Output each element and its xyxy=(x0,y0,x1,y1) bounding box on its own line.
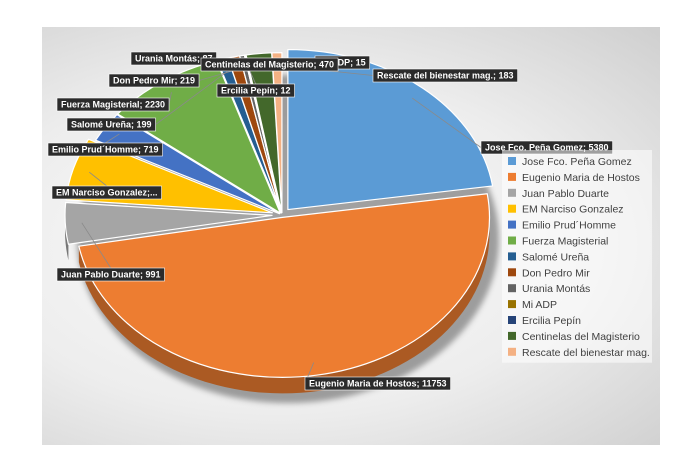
legend-swatch-jose-fco-pena-gomez xyxy=(508,157,516,165)
leader-line-juan-pablo-duarte xyxy=(81,222,112,269)
legend-swatch-juan-pablo-duarte xyxy=(508,188,516,197)
leader-line-fuerza-magisterial xyxy=(168,92,172,105)
legend-swatch-ercilia-pepin xyxy=(508,316,516,324)
legend-swatch-centinelas-del-magisterio xyxy=(508,331,516,340)
leader-line-emilio-prud-homme xyxy=(105,133,120,144)
legend-label-juan-pablo-duarte: Juan Pablo Duarte xyxy=(522,188,609,200)
data-label-jose-fco-pena-gomez: Jose Fco. Peña Gomez; 5380 xyxy=(485,143,609,153)
legend: Jose Fco. Peña Gomez Eugenio Maria de Hos… xyxy=(502,150,652,363)
legend-label-jose-fco-pena-gomez: Jose Fco. Peña Gomez xyxy=(522,156,632,168)
legend-label-emilio-prud-homme: Emilio Prud´Homme xyxy=(522,220,616,232)
data-label-box-eugenio-maria-de-hostos xyxy=(304,376,451,391)
legend-label-eugenio-maria-de-hostos: Eugenio Maria de Hostos xyxy=(522,172,640,184)
legend-swatch-urania-montas xyxy=(508,284,516,293)
legend-swatch-emilio-prud-homme xyxy=(508,220,516,229)
data-label-box-salome-urena xyxy=(66,117,156,132)
legend-label-don-pedro-mir: Don Pedro Mir xyxy=(522,267,590,279)
data-labels: Jose Fco. Peña Gomez; 5380 Eugenio Maria … xyxy=(47,51,613,391)
legend-box xyxy=(502,150,652,363)
legend-swatch-rescate-del-bienestar-mag xyxy=(508,347,516,356)
data-label-box-em-narciso-gonzalez xyxy=(51,185,162,200)
legend-label-ercilia-pepin: Ercilia Pepín xyxy=(522,315,581,327)
legend-swatch-mi-adp xyxy=(508,300,516,309)
data-label-box-ercilia-pepin xyxy=(216,83,295,98)
data-label-eugenio-maria-de-hostos: Eugenio Maria de Hostos; 11753 xyxy=(309,379,447,389)
data-label-box-juan-pablo-duarte xyxy=(56,267,165,282)
data-label-box-rescate-del-bienestar-mag xyxy=(372,68,518,83)
slice-eugenio-maria-de-hostos xyxy=(78,193,491,378)
legend-label-salome-urena: Salomé Ureña xyxy=(522,251,589,263)
data-label-juan-pablo-duarte: Juan Pablo Duarte; 991 xyxy=(61,270,161,280)
data-label-ercilia-pepin: Ercilia Pepín; 12 xyxy=(221,86,291,96)
data-label-fuerza-magisterial: Fuerza Magisterial; 2230 xyxy=(61,100,165,110)
legend-swatch-salome-urena xyxy=(508,252,516,261)
legend-swatch-eugenio-maria-de-hostos xyxy=(508,172,516,181)
legend-swatch-fuerza-magisterial xyxy=(508,236,516,245)
data-label-centinelas-del-magisterio: Centinelas del Magisterio; 470 xyxy=(205,60,334,70)
data-label-emilio-prud-homme: Emilio Prud´Homme; 719 xyxy=(52,145,159,155)
data-label-mi-adp: Mi ADP; 15 xyxy=(319,58,366,68)
leader-line-em-narciso-gonzalez xyxy=(89,171,108,187)
legend-label-mi-adp: Mi ADP xyxy=(522,299,557,311)
data-label-rescate-del-bienestar-mag: Rescate del bienestar mag.; 183 xyxy=(377,71,514,81)
slice-jose-fco-pena-gomez xyxy=(287,48,494,211)
data-label-don-pedro-mir: Don Pedro Mir; 219 xyxy=(113,76,195,86)
slice-juan-pablo-duarte xyxy=(64,201,273,245)
data-label-urania-montas: Urania Montás; 87 xyxy=(135,54,213,64)
data-label-box-don-pedro-mir xyxy=(108,73,200,88)
data-label-box-emilio-prud-homme xyxy=(47,142,163,157)
data-label-em-narciso-gonzalez: EM Narciso Gonzalez;... xyxy=(56,188,158,198)
legend-label-fuerza-magisterial: Fuerza Magisterial xyxy=(522,236,608,248)
data-label-box-centinelas-del-magisterio xyxy=(200,57,339,72)
data-label-salome-urena: Salomé Ureña; 199 xyxy=(71,120,152,130)
data-label-box-fuerza-magisterial xyxy=(56,97,170,112)
legend-label-rescate-del-bienestar-mag: Rescate del bienestar mag. xyxy=(522,347,650,359)
legend-label-centinelas-del-magisterio: Centinelas del Magisterio xyxy=(522,331,640,343)
legend-swatch-don-pedro-mir xyxy=(508,268,516,277)
legend-swatch-em-narciso-gonzalez xyxy=(508,204,516,213)
leader-line-salome-urena xyxy=(155,71,228,125)
leader-line-jose-fco-pena-gomez xyxy=(411,97,482,148)
legend-label-urania-montas: Urania Montás xyxy=(522,283,590,295)
legend-label-em-narciso-gonzalez: EM Narciso Gonzalez xyxy=(522,204,624,216)
